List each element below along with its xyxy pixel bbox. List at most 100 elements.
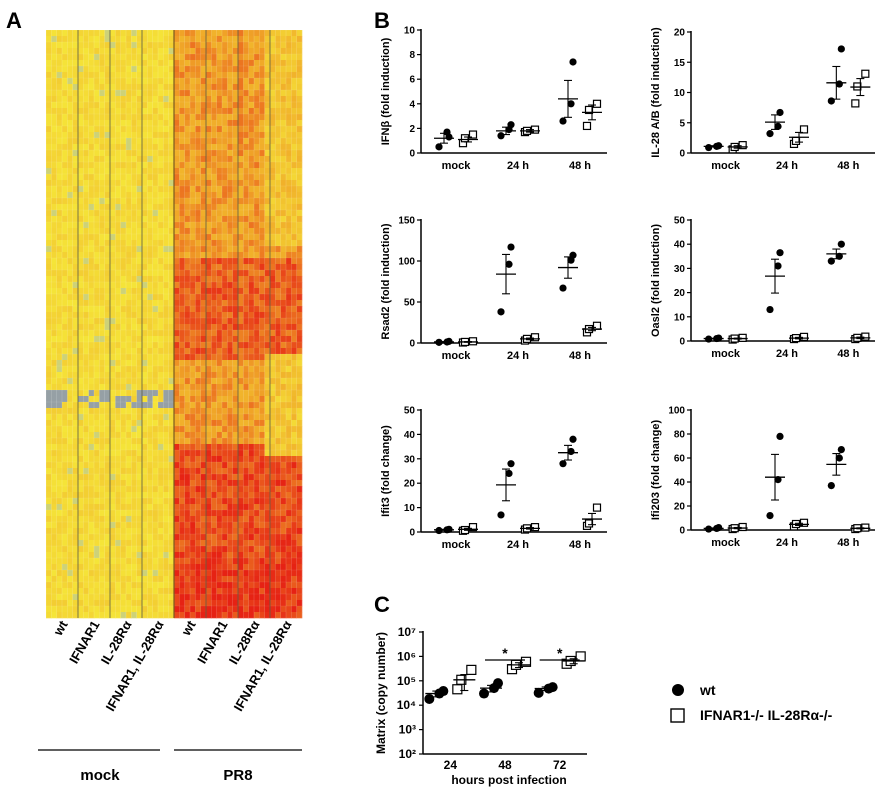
heatmap-cell	[51, 408, 57, 415]
heatmap-cell	[238, 276, 244, 283]
heatmap-cell	[248, 366, 255, 373]
heatmap-cell	[286, 234, 292, 241]
heatmap-cell	[51, 138, 57, 145]
heatmap-cell	[286, 492, 292, 499]
heatmap-cell	[126, 210, 132, 217]
heatmap-cell	[291, 132, 297, 139]
heatmap-cell	[126, 120, 132, 127]
heatmap-cell	[232, 312, 239, 319]
heatmap-cell	[211, 294, 217, 301]
heatmap-cell	[152, 606, 159, 613]
heatmap-cell	[51, 90, 57, 97]
heatmap-cell	[248, 114, 255, 121]
heatmap-cell	[296, 552, 303, 559]
heatmap-cell	[296, 462, 303, 469]
heatmap-cell	[216, 396, 223, 403]
heatmap-cell	[136, 300, 143, 307]
heatmap-cell	[232, 180, 239, 187]
heatmap-cell	[168, 276, 175, 283]
heatmap-cell	[142, 438, 148, 445]
heatmap-cell	[131, 342, 137, 349]
heatmap-cell	[275, 462, 281, 469]
heatmap-cell	[147, 432, 153, 439]
heatmap-cell	[195, 144, 201, 151]
heatmap-cell	[120, 330, 127, 337]
heatmap-cell	[174, 204, 180, 211]
heatmap-cell	[270, 186, 276, 193]
heatmap-cell	[286, 54, 292, 61]
heatmap-cell	[110, 174, 116, 181]
heatmap-cell	[227, 306, 233, 313]
heatmap-cell	[72, 228, 79, 235]
heatmap-cell	[222, 234, 228, 241]
heatmap-cell	[200, 78, 207, 85]
heatmap-cell	[78, 54, 84, 61]
heatmap-cell	[264, 114, 271, 121]
heatmap-cell	[142, 510, 148, 517]
heatmap-cell	[88, 240, 95, 247]
heatmap-cell	[136, 504, 143, 511]
heatmap-cell	[195, 84, 201, 91]
heatmap-cell	[227, 96, 233, 103]
heatmap-cell	[147, 42, 153, 49]
heatmap	[45, 29, 303, 619]
heatmap-cell	[264, 540, 271, 547]
heatmap-cell	[88, 480, 95, 487]
heatmap-cell	[163, 240, 169, 247]
heatmap-cell	[94, 552, 100, 559]
heatmap-cell	[62, 300, 68, 307]
heatmap-cell	[120, 96, 127, 103]
heatmap-cell	[216, 582, 223, 589]
heatmap-cell	[120, 132, 127, 139]
heatmap-cell	[72, 354, 79, 361]
heatmap-cell	[254, 600, 260, 607]
heatmap-cell	[99, 312, 105, 319]
heatmap-cell	[72, 84, 79, 91]
heatmap-cell	[152, 348, 159, 355]
heatmap-cell	[72, 360, 79, 367]
heatmap-cell	[56, 78, 63, 85]
heatmap-cell	[200, 378, 207, 385]
heatmap-cell	[126, 108, 132, 115]
heatmap-cell	[56, 162, 63, 169]
heatmap-cell	[51, 96, 57, 103]
heatmap-cell	[104, 492, 111, 499]
heatmap-cell	[120, 312, 127, 319]
heatmap-cell	[67, 360, 73, 367]
heatmap-cell	[248, 390, 255, 397]
heatmap-cell	[158, 60, 164, 67]
heatmap-cell	[216, 132, 223, 139]
heatmap-cell	[83, 348, 89, 355]
heatmap-cell	[168, 78, 175, 85]
heatmap-cell	[211, 300, 217, 307]
heatmap-cell	[280, 414, 287, 421]
heatmap-cell	[94, 204, 100, 211]
heatmap-cell	[152, 318, 159, 325]
heatmap-cell	[227, 360, 233, 367]
heatmap-cell	[275, 510, 281, 517]
heatmap-cell	[110, 270, 116, 277]
heatmap-cell	[286, 570, 292, 577]
heatmap-cell	[88, 402, 95, 409]
heatmap-cell	[46, 390, 52, 397]
heatmap-cell	[206, 318, 212, 325]
heatmap-cell	[243, 486, 249, 493]
heatmap-cell	[131, 444, 137, 451]
heatmap-cell	[88, 372, 95, 379]
heatmap-cell	[78, 78, 84, 85]
heatmap-cell	[147, 126, 153, 133]
heatmap-cell	[195, 246, 201, 253]
heatmap-cell	[136, 186, 143, 193]
heatmap-cell	[248, 474, 255, 481]
heatmap-cell	[62, 348, 68, 355]
heatmap-cell	[83, 468, 89, 475]
heatmap-cell	[206, 564, 212, 571]
heatmap-cell	[296, 156, 303, 163]
heatmap-cell	[88, 252, 95, 259]
heatmap-cell	[158, 252, 164, 259]
heatmap-cell	[126, 378, 132, 385]
heatmap-cell	[131, 396, 137, 403]
heatmap-cell	[259, 486, 265, 493]
heatmap-cell	[211, 336, 217, 343]
heatmap-cell	[216, 162, 223, 169]
